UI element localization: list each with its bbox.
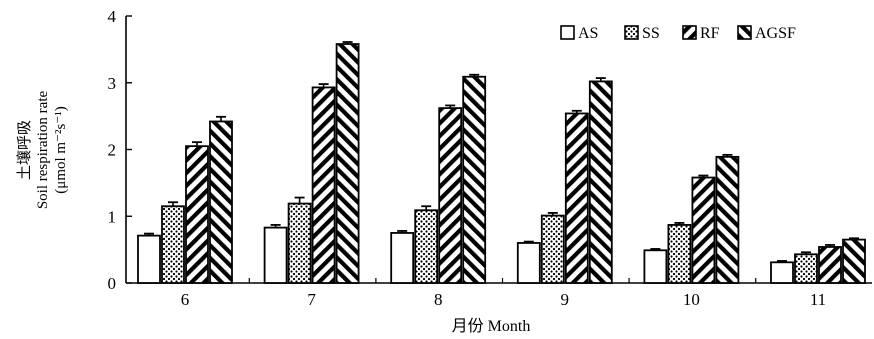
y-axis-title: 土壤呼吸 Soil respiration rate (μmol m⁻²s⁻¹) (15, 91, 69, 210)
bar-as (516, 242, 541, 284)
bar-rf (438, 107, 463, 284)
x-tick-label: 11 (810, 290, 826, 309)
y-axis-title-line1: 土壤呼吸 (15, 120, 33, 180)
y-tick-label: 4 (108, 7, 117, 26)
bar-as (137, 234, 161, 284)
x-tick-label: 8 (434, 290, 443, 309)
legend-label-rf: RF (700, 25, 720, 42)
bar-agsf (715, 155, 740, 284)
bar-ss (414, 209, 439, 284)
bar-as (770, 261, 794, 284)
x-axis-title: 月份 Month (452, 317, 531, 335)
legend-swatch-rf (682, 25, 697, 40)
x-tick-label: 10 (683, 290, 700, 309)
bar-agsf (335, 43, 360, 284)
bar-ss (161, 205, 185, 284)
y-tick-label: 2 (108, 141, 117, 160)
bar-agsf (462, 75, 487, 284)
bar-rf (818, 246, 842, 284)
plot-area: 0 1 2 3 4 6 7 8 9 10 11 (108, 7, 872, 309)
bar-as (263, 226, 288, 284)
bar-ss (667, 224, 692, 284)
bar-as (390, 232, 415, 284)
legend-swatch-ss (624, 25, 639, 40)
legend: AS SS RF AGSF (560, 25, 796, 42)
bar-rf (564, 112, 589, 284)
legend-swatch-agsf (737, 25, 752, 40)
y-tick-label: 1 (108, 207, 117, 226)
bar-agsf (842, 238, 866, 284)
legend-label-ss: SS (642, 25, 660, 42)
y-tick-label: 3 (108, 74, 117, 93)
bar-rf (691, 176, 716, 284)
bar-ss (287, 202, 312, 284)
bar-agsf (588, 80, 613, 284)
bar-rf (185, 145, 209, 284)
x-tick-label: 7 (307, 290, 316, 309)
y-axis-title-line2: Soil respiration rate (35, 91, 51, 210)
legend-label-agsf: AGSF (755, 25, 796, 42)
legend-label-as: AS (578, 25, 598, 42)
bar-ss (794, 253, 818, 284)
bar-agsf (209, 120, 233, 284)
x-tick-label: 6 (181, 290, 190, 309)
legend-swatch-as (560, 25, 575, 40)
y-axis-title-line3: (μmol m⁻²s⁻¹) (53, 106, 69, 193)
x-tick-label: 9 (561, 290, 570, 309)
y-tick-label: 0 (108, 274, 117, 293)
bar-rf (311, 86, 336, 284)
bar-as (643, 249, 668, 284)
bar-ss (540, 214, 565, 284)
